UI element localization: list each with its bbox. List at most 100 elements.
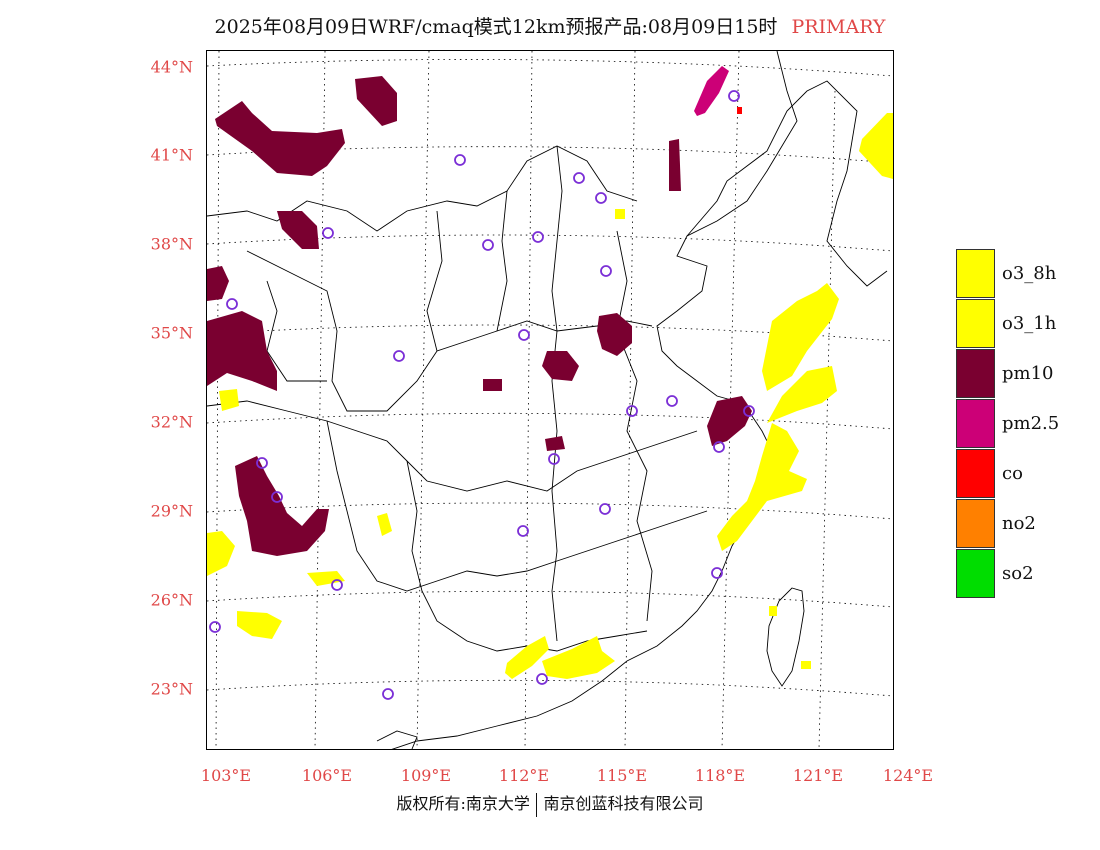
station-markers — [209, 90, 755, 700]
lon-label-115: 115°E — [596, 766, 648, 785]
lat-label-35: 35°N — [150, 323, 193, 343]
station-marker — [393, 350, 405, 362]
graticule-lat-38 — [207, 234, 893, 252]
graticule-lon-121 — [818, 90, 836, 749]
pm10-area-hebei — [669, 139, 681, 191]
pm25-area-north — [694, 66, 729, 116]
pm10-area-henan — [542, 351, 579, 381]
province-line-10 — [266, 280, 327, 382]
station-marker — [743, 405, 755, 417]
o3-area-taiwan — [769, 606, 777, 616]
station-marker — [728, 90, 740, 102]
station-marker — [518, 329, 530, 341]
lat-label-32: 32°N — [150, 412, 193, 432]
province-line-2 — [246, 250, 653, 412]
station-marker — [517, 525, 529, 537]
station-marker — [548, 453, 560, 465]
station-marker — [331, 579, 343, 591]
taiwan-outline — [766, 587, 805, 687]
station-marker — [382, 688, 394, 700]
hainan-outline — [376, 730, 418, 749]
o3-area-sichuan-west — [219, 389, 239, 411]
footer-divider — [535, 792, 538, 817]
legend-swatch — [956, 399, 995, 448]
station-marker — [256, 457, 268, 469]
co-area — [737, 107, 742, 114]
station-marker — [209, 621, 221, 633]
legend-swatch — [956, 349, 995, 398]
province-line-9 — [426, 210, 443, 352]
province-line-5 — [406, 460, 648, 652]
graticule-lat-41 — [207, 146, 893, 164]
copyright-left: 版权所有:南京大学 — [396, 794, 530, 813]
station-marker — [595, 192, 607, 204]
o3-area-guangdong-2 — [542, 636, 615, 679]
province-line-6 — [496, 190, 508, 332]
graticule-lat-32 — [207, 412, 893, 430]
graticule-lat-35 — [207, 324, 893, 342]
o3-areas — [207, 113, 893, 679]
graticule-lon-118 — [721, 51, 740, 749]
legend-swatch — [956, 549, 995, 598]
province-line-7 — [551, 145, 563, 642]
title-text: 2025年08月09日WRF/cmaq模式12km预报产品:08月09日15时 — [214, 16, 778, 38]
legend-label: so2 — [1002, 563, 1034, 584]
o3-area-yunnan — [207, 531, 235, 576]
lat-label-41: 41°N — [150, 145, 193, 165]
station-marker — [599, 503, 611, 515]
graticule-lat-29 — [207, 502, 893, 520]
lon-label-106: 106°E — [301, 766, 353, 785]
station-marker — [666, 395, 678, 407]
pm10-area-sichuan — [235, 456, 329, 556]
station-marker — [711, 567, 723, 579]
legend-swatch — [956, 299, 995, 348]
graticule-lon-109 — [416, 51, 430, 749]
o3-area-shandong-coast — [762, 283, 839, 391]
graticule-lat-23 — [207, 679, 893, 697]
station-marker — [536, 673, 548, 685]
o3-area-beijing — [615, 209, 625, 219]
station-marker — [271, 491, 283, 503]
station-marker — [454, 154, 466, 166]
map-title: 2025年08月09日WRF/cmaq模式12km预报产品:08月09日15时 P… — [0, 12, 1100, 39]
pm10-area-hubei — [545, 436, 565, 451]
co-areas — [737, 107, 742, 114]
graticule-lon-103 — [215, 51, 220, 749]
o3-area-hunan — [377, 513, 392, 536]
copyright-footer: 版权所有:南京大学 南京创蓝科技有限公司 — [0, 790, 1100, 817]
legend-label: o3_8h — [1002, 263, 1057, 284]
pm10-area-henan-north — [597, 313, 632, 356]
graticule-lon-115 — [624, 51, 636, 749]
lat-label-38: 38°N — [150, 234, 193, 254]
province-line-8 — [616, 230, 653, 622]
title-primary-tag: PRIMARY — [791, 16, 886, 38]
pm10-area-gansu — [207, 311, 277, 391]
legend-label: o3_1h — [1002, 313, 1057, 334]
graticule-lon-112 — [524, 51, 533, 749]
graticule-lat-44 — [207, 59, 893, 77]
o3-area-guangdong-1 — [505, 636, 549, 679]
o3-area-guangxi — [307, 571, 345, 586]
lon-label-118: 118°E — [694, 766, 746, 785]
station-marker — [600, 265, 612, 277]
o3-area-jiangsu-coast — [767, 366, 837, 423]
pm10-area-shaanxi — [483, 379, 502, 391]
legend-swatch — [956, 499, 995, 548]
station-marker — [573, 172, 585, 184]
liaodong-coast — [686, 80, 888, 287]
legend-swatch — [956, 249, 995, 298]
pm10-area-inner-mongolia-east — [355, 76, 397, 126]
lat-label-44: 44°N — [150, 57, 193, 77]
lat-label-23: 23°N — [150, 679, 193, 699]
legend-label: pm10 — [1002, 363, 1054, 384]
pm10-area-ningxia — [277, 211, 319, 249]
o3-area-guizhou — [237, 611, 282, 639]
lon-label-124: 124°E — [882, 766, 934, 785]
pm10-area-jiangsu — [707, 396, 752, 446]
station-marker — [713, 441, 725, 453]
legend-swatch — [956, 449, 995, 498]
pm10-area-gansu-west — [207, 266, 229, 301]
legend-label: co — [1002, 463, 1023, 484]
lat-label-29: 29°N — [150, 501, 193, 521]
station-marker — [322, 227, 334, 239]
